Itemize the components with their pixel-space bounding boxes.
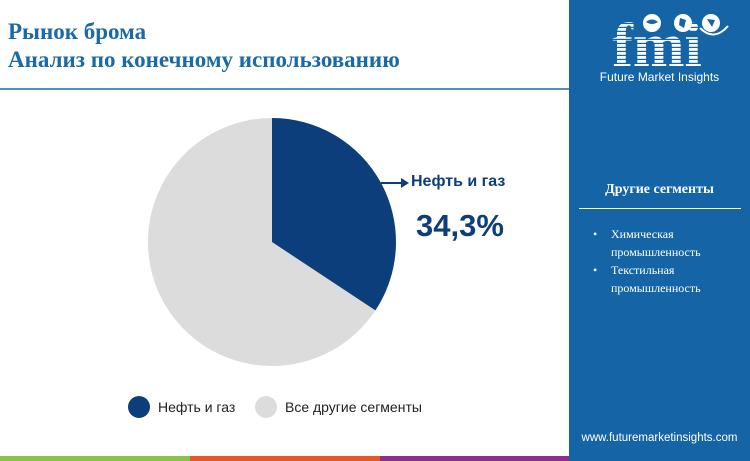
legend-item-oil-gas: Нефть и газ bbox=[128, 396, 235, 418]
legend-item-other: Все другие сегменты bbox=[255, 396, 422, 418]
title-line-2: Анализ по конечному использованию bbox=[8, 47, 400, 72]
callout-label: Нефть и газ bbox=[411, 173, 506, 190]
segment-label: Химическая промышленность bbox=[611, 227, 701, 259]
list-item: • Текстильная промышленность bbox=[591, 261, 741, 297]
segment-label: Текстильная промышленность bbox=[611, 263, 701, 295]
header-divider bbox=[0, 88, 569, 90]
segments-divider bbox=[579, 208, 741, 209]
legend-label: Все другие сегменты bbox=[285, 399, 422, 415]
legend-label: Нефть и газ bbox=[158, 399, 236, 415]
other-segments-title: Другие сегменты bbox=[605, 182, 714, 197]
bottom-bar-purple bbox=[380, 456, 569, 461]
callout-arrow-icon bbox=[381, 178, 409, 188]
logo-text: Future Market Insights bbox=[599, 70, 720, 84]
bullet-icon: • bbox=[593, 263, 598, 277]
list-item: • Химическая промышленность bbox=[591, 225, 741, 261]
bottom-bar-green bbox=[0, 456, 190, 461]
bottom-bar-orange bbox=[190, 456, 380, 461]
website-link[interactable]: www.futuremarketinsights.com bbox=[581, 432, 738, 444]
callout-value: 34,3% bbox=[416, 208, 504, 243]
page-title: Рынок брома Анализ по конечному использо… bbox=[8, 18, 400, 74]
legend-swatch-icon bbox=[128, 396, 150, 418]
title-line-1: Рынок брома bbox=[8, 19, 147, 44]
legend-swatch-icon bbox=[255, 396, 277, 418]
slice-oil-gas bbox=[272, 118, 396, 311]
other-segments-list: • Химическая промышленность • Текстильна… bbox=[591, 225, 741, 297]
pie-chart bbox=[148, 118, 396, 366]
sidebar: fmi Future Market Insights Другие сегмен… bbox=[569, 0, 750, 461]
fmi-logo-icon: fmi bbox=[612, 12, 729, 80]
bullet-icon: • bbox=[593, 227, 598, 241]
